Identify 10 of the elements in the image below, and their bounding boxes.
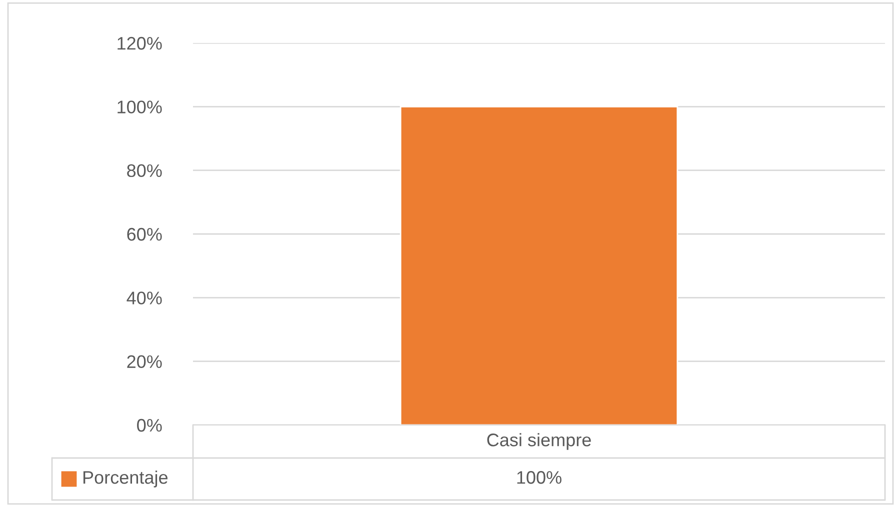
y-tick-label: 0% (137, 418, 162, 432)
y-tick-label: 80% (127, 164, 162, 178)
y-tick-label: 100% (118, 100, 162, 114)
y-tick-label: 20% (127, 355, 162, 368)
data-label: 100% (517, 471, 562, 484)
x-tick-label: Casi siempre (487, 433, 591, 450)
y-tick-label: 120% (118, 36, 162, 50)
legend-label: Porcentaje (83, 470, 168, 488)
y-tick-label: 40% (126, 292, 162, 304)
y-tick-label: 60% (127, 228, 162, 241)
